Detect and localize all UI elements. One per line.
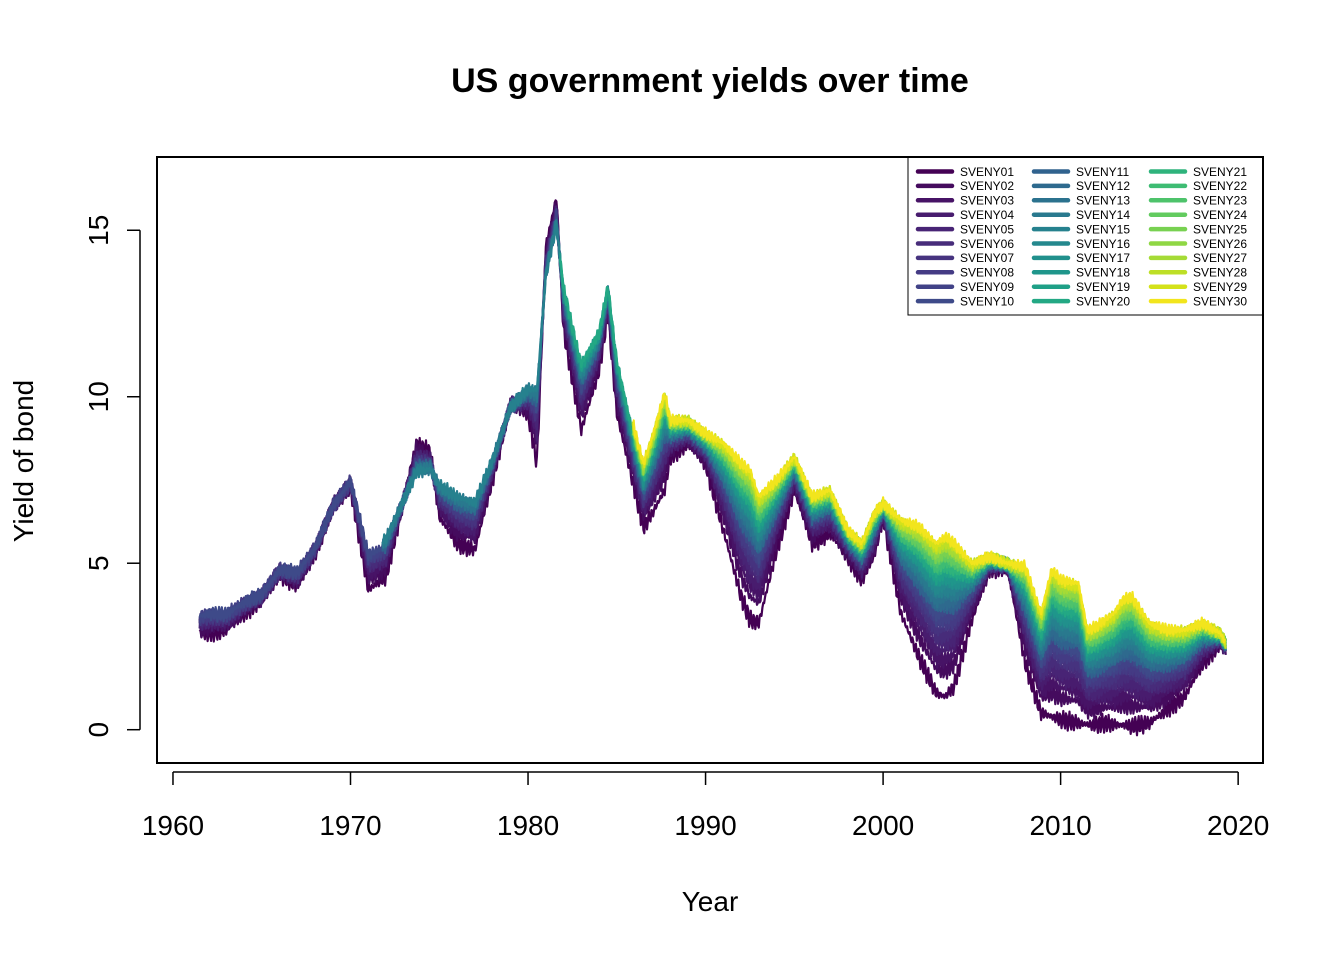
legend-label: SVENY30	[1193, 294, 1247, 308]
legend-label: SVENY26	[1193, 237, 1247, 251]
legend-label: SVENY21	[1193, 165, 1247, 179]
legend-label: SVENY25	[1193, 222, 1247, 236]
legend-label: SVENY28	[1193, 266, 1247, 280]
y-tick-label: 5	[83, 555, 114, 571]
legend-label: SVENY24	[1193, 208, 1247, 222]
legend-label: SVENY15	[1076, 222, 1130, 236]
x-tick-label: 1980	[497, 810, 559, 841]
x-tick-label: 1970	[319, 810, 381, 841]
legend-label: SVENY04	[960, 208, 1014, 222]
legend-label: SVENY23	[1193, 194, 1247, 208]
legend-label: SVENY05	[960, 222, 1014, 236]
x-tick-label: 1960	[142, 810, 204, 841]
series-line-sveny01	[198, 199, 1227, 737]
y-tick-label: 15	[83, 215, 114, 246]
legend-label: SVENY07	[960, 251, 1014, 265]
y-axis-title: Yield of bond	[8, 380, 39, 542]
legend-label: SVENY09	[960, 280, 1014, 294]
legend-label: SVENY20	[1076, 294, 1130, 308]
series-layer	[198, 199, 1227, 737]
legend-label: SVENY12	[1076, 179, 1130, 193]
chart-title: US government yields over time	[451, 62, 969, 100]
legend-label: SVENY06	[960, 237, 1014, 251]
x-tick-label: 2010	[1029, 810, 1091, 841]
legend-label: SVENY14	[1076, 208, 1130, 222]
legend-label: SVENY01	[960, 165, 1014, 179]
axes-layer: 1960 1970 1980 1990 2000 2010 2020 0 5 10 15	[83, 215, 1269, 841]
legend-box	[907, 156, 1264, 316]
x-tick-label: 2000	[852, 810, 914, 841]
y-tick-label: 0	[83, 722, 114, 738]
y-tick-label: 10	[83, 381, 114, 412]
legend-label: SVENY27	[1193, 251, 1247, 265]
x-axis-title: Year	[682, 886, 739, 917]
series-line-sveny30	[632, 392, 1227, 644]
legend-label: SVENY16	[1076, 237, 1130, 251]
legend-label: SVENY17	[1076, 251, 1130, 265]
legend-label: SVENY22	[1193, 179, 1247, 193]
legend-label: SVENY29	[1193, 280, 1247, 294]
plot-frame	[156, 156, 1264, 764]
legend-label: SVENY08	[960, 266, 1014, 280]
legend-label: SVENY10	[960, 294, 1014, 308]
legend: SVENY01SVENY02SVENY03SVENY04SVENY05SVENY…	[907, 156, 1264, 316]
x-tick-label: 1990	[674, 810, 736, 841]
legend-label: SVENY18	[1076, 266, 1130, 280]
x-tick-label: 2020	[1207, 810, 1269, 841]
legend-label: SVENY19	[1076, 280, 1130, 294]
legend-label: SVENY11	[1076, 165, 1129, 179]
legend-label: SVENY13	[1076, 194, 1130, 208]
legend-label: SVENY03	[960, 194, 1014, 208]
legend-label: SVENY02	[960, 179, 1014, 193]
